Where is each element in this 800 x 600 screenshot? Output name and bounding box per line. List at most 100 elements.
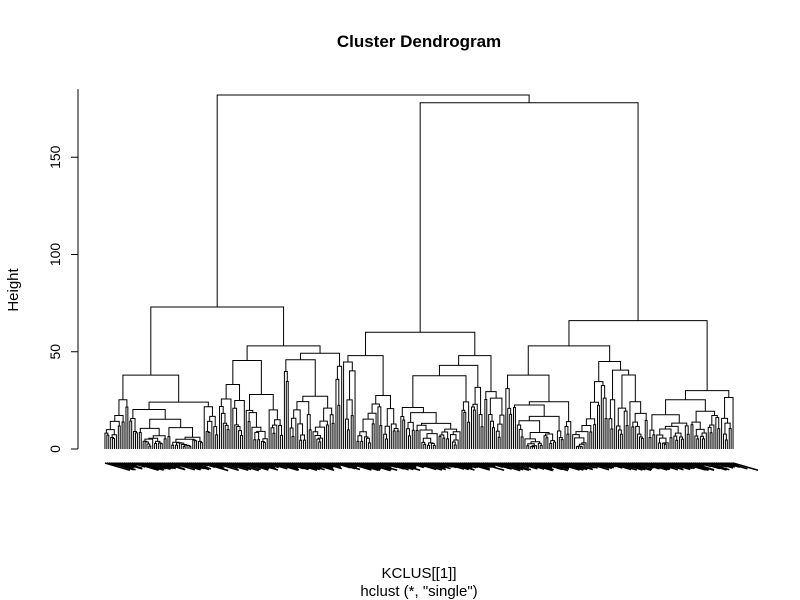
branch-link <box>220 398 232 449</box>
branch-link <box>337 404 341 449</box>
branch-link <box>724 422 731 435</box>
branch-link <box>462 401 470 423</box>
branch-link <box>306 414 311 449</box>
branch-link <box>696 438 700 449</box>
branch-link <box>539 444 543 449</box>
branch-link <box>329 414 334 449</box>
branch-link <box>453 444 457 449</box>
branch-link <box>652 434 656 449</box>
branch-link <box>608 418 613 449</box>
branch-link <box>194 440 198 449</box>
branch-link <box>280 434 283 449</box>
branch-link <box>669 437 673 449</box>
branch-link <box>537 442 542 449</box>
branch-link <box>238 430 242 449</box>
branch-link <box>610 428 614 449</box>
branch-link <box>412 375 467 408</box>
branch-link <box>401 406 424 417</box>
branch-link <box>234 424 239 449</box>
branch-link <box>312 431 319 449</box>
branch-link <box>215 434 219 449</box>
branch-link <box>423 443 427 449</box>
branch-link <box>513 407 516 449</box>
branch-link <box>144 438 154 449</box>
branch-link <box>471 406 475 449</box>
branch-link <box>371 423 375 449</box>
x-axis-label: KCLUS[[1]] <box>381 565 456 582</box>
branch-link <box>631 426 635 449</box>
branch-link <box>293 409 301 424</box>
branch-link <box>379 425 383 449</box>
branch-link <box>232 359 262 395</box>
branch-link <box>438 364 479 388</box>
branch-link <box>558 436 563 449</box>
branch-link <box>129 420 133 449</box>
branch-link <box>248 393 274 411</box>
branch-link <box>597 404 600 449</box>
branch-link <box>509 413 513 449</box>
y-axis-label: Height <box>5 267 22 311</box>
branch-link <box>549 442 553 449</box>
branch-link <box>356 440 360 449</box>
branch-link <box>117 425 121 449</box>
branch-link <box>402 419 406 449</box>
branch-link <box>474 386 482 415</box>
branch-link <box>702 438 705 449</box>
branch-link <box>271 424 278 449</box>
branch-merge <box>419 102 639 333</box>
branch-link <box>576 446 579 449</box>
branch-link <box>163 438 167 449</box>
branch-link <box>415 430 419 449</box>
branch-link <box>154 442 157 449</box>
branch-link <box>695 410 716 423</box>
branch-link <box>604 418 608 449</box>
branch-link <box>438 435 442 449</box>
branch-link <box>644 419 648 449</box>
branch-link <box>458 355 492 392</box>
branch-link <box>207 432 211 449</box>
branch-link <box>254 431 260 440</box>
branch-link <box>553 441 556 449</box>
branch-link <box>446 438 450 449</box>
branch-link <box>207 420 213 449</box>
branch-link <box>360 440 364 449</box>
branch-link <box>581 425 592 432</box>
branch-link <box>167 436 171 449</box>
branch-link <box>245 409 254 449</box>
branch-link <box>168 427 193 438</box>
branch-link <box>589 431 593 449</box>
branch-link <box>219 406 224 449</box>
branch-link <box>105 429 115 435</box>
branch-link <box>635 425 640 449</box>
branch-link <box>659 437 667 443</box>
branch-link <box>442 437 446 449</box>
branch-link <box>302 395 329 409</box>
branch-link <box>396 430 400 449</box>
branch-link <box>452 431 461 449</box>
branch-link <box>407 421 414 431</box>
branch-link <box>721 417 729 449</box>
branch-link <box>385 438 388 449</box>
branch-link <box>408 435 411 449</box>
branch-link <box>285 381 289 449</box>
branch-link <box>463 411 467 449</box>
branch-link <box>257 439 261 449</box>
branch-link <box>530 446 534 449</box>
branch-link <box>272 432 276 449</box>
branch-link <box>543 435 548 449</box>
branch-link <box>724 397 734 449</box>
branch-link <box>527 443 535 446</box>
branch-link <box>112 437 115 449</box>
branch-link <box>132 409 166 420</box>
branch-link <box>199 442 203 449</box>
branch-link <box>139 427 160 436</box>
branch-link <box>681 438 684 449</box>
branch-link <box>410 412 437 424</box>
branch-link <box>711 414 718 425</box>
branch-link <box>663 443 667 449</box>
branch-link <box>416 424 427 431</box>
branch-link <box>564 426 569 449</box>
branch-merge <box>150 306 285 376</box>
branch-link <box>485 391 497 400</box>
branch-link <box>135 432 138 449</box>
